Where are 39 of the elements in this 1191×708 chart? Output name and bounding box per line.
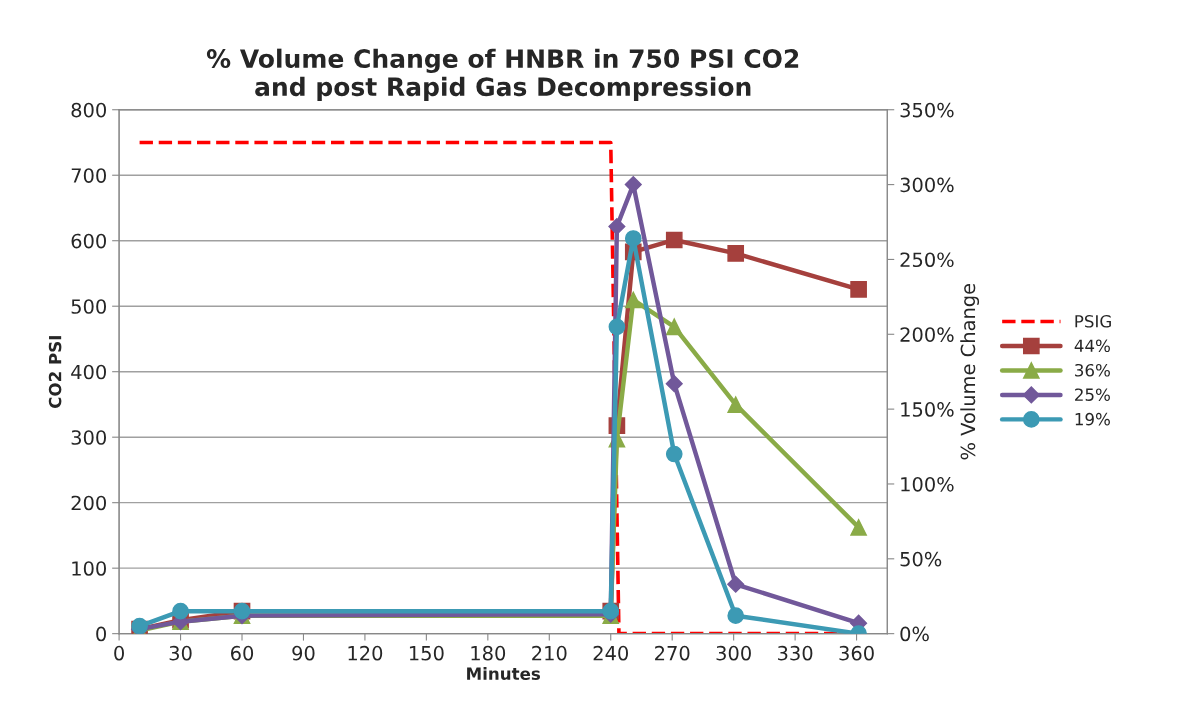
y-tick-label: 400: [71, 364, 106, 380]
y2-axis-title: % Volume Change: [960, 283, 980, 460]
legend-label: 36%: [1075, 363, 1110, 377]
y-tick-label: 700: [71, 168, 106, 183]
legend-label: 19%: [1075, 412, 1110, 426]
x-tick-label: 300: [716, 645, 751, 661]
y-tick-label: 300: [71, 430, 106, 445]
x-tick-label: 150: [409, 645, 444, 661]
y2-tick-label: 0%: [900, 626, 929, 642]
x-tick-label: 180: [471, 645, 506, 661]
y2-tick-label: 150%: [901, 402, 954, 417]
y2-tick-label: 300%: [900, 177, 954, 193]
legend-label: 44%: [1074, 339, 1110, 353]
x-tick-label: 210: [532, 645, 567, 661]
y-tick-label: 600: [71, 233, 106, 249]
x-tick-label: 270: [655, 645, 690, 661]
x-tick-label: 360: [839, 645, 874, 661]
legend-label: 25%: [1075, 388, 1110, 401]
x-tick-label: 0: [114, 645, 124, 661]
x-tick-label: 30: [169, 645, 192, 661]
x-tick-label: 240: [593, 645, 629, 661]
x-axis-title: Minutes: [467, 667, 541, 680]
x-tick-label: 90: [292, 645, 315, 661]
legend-label: PSIG: [1075, 315, 1111, 328]
y-tick-label: 200: [71, 495, 106, 511]
y-axis-title: CO2 PSI: [48, 336, 62, 408]
y-tick-label: 500: [71, 299, 106, 314]
y-tick-label: 800: [71, 102, 106, 118]
y2-tick-label: 50%: [900, 551, 942, 567]
x-tick-label: 60: [231, 645, 254, 661]
y2-tick-label: 200%: [900, 327, 954, 342]
y-tick-label: 100: [72, 561, 106, 576]
y2-tick-label: 250%: [900, 252, 954, 268]
y2-tick-label: 350%: [900, 102, 954, 118]
y-tick-label: 0: [96, 626, 106, 642]
chart-title: % Volume Change of HNBR in 750 PSI CO2 and post Rapid Gas Decompression: [206, 48, 799, 102]
x-tick-label: 120: [348, 645, 383, 661]
y2-tick-label: 100%: [901, 476, 954, 492]
x-tick-label: 330: [778, 645, 813, 661]
